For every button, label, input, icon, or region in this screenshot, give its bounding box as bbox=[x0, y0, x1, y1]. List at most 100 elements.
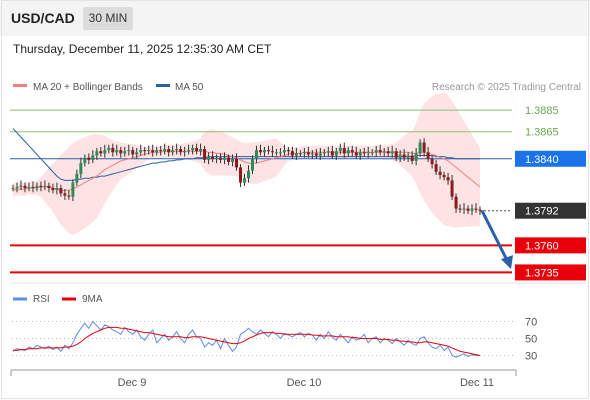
candle-body bbox=[55, 188, 59, 191]
ma50-legend-label: MA 50 bbox=[175, 82, 204, 93]
candle-body bbox=[442, 175, 446, 178]
ma50-legend-swatch bbox=[156, 84, 170, 87]
candle-body bbox=[310, 153, 314, 155]
forecast-arrow-head bbox=[501, 255, 513, 270]
candle-body bbox=[67, 195, 71, 197]
candle-body bbox=[199, 149, 203, 152]
candle-body bbox=[250, 158, 254, 171]
candle-body bbox=[195, 147, 199, 152]
candle-body bbox=[438, 171, 442, 176]
candle-body bbox=[402, 154, 406, 158]
candle-body bbox=[111, 147, 115, 153]
candle-body bbox=[187, 150, 191, 152]
candle-body bbox=[338, 147, 342, 152]
timeframe-button[interactable]: 30 MIN bbox=[83, 7, 133, 30]
candle-body bbox=[470, 208, 474, 211]
candle-body bbox=[219, 157, 223, 160]
candle-body bbox=[91, 155, 95, 160]
x-tick-label: Dec 11 bbox=[460, 377, 494, 389]
candle-body bbox=[147, 150, 151, 152]
candle-body bbox=[231, 158, 235, 163]
candle-body bbox=[258, 150, 262, 153]
candle-body bbox=[127, 150, 131, 152]
candle-body bbox=[179, 149, 183, 153]
ma20-line bbox=[12, 150, 481, 191]
candle-body bbox=[75, 173, 79, 183]
candlesticks bbox=[11, 138, 482, 216]
candle-body bbox=[71, 182, 75, 197]
candle-body bbox=[362, 152, 366, 154]
candle-body bbox=[274, 152, 278, 154]
candle-body bbox=[354, 152, 358, 156]
candle-body bbox=[418, 142, 422, 154]
forecast-arrow bbox=[480, 210, 513, 270]
ma20-legend-swatch bbox=[13, 84, 27, 87]
forecast-arrow-shaft bbox=[480, 210, 510, 263]
candle-body bbox=[87, 157, 91, 160]
candle-body bbox=[135, 152, 139, 155]
candle-body bbox=[175, 149, 179, 151]
candle-body bbox=[342, 147, 346, 154]
candle-body bbox=[414, 153, 418, 161]
rsi-level-label: 70 bbox=[525, 317, 537, 329]
candle-body bbox=[31, 186, 35, 188]
price-level-labels: 1.3885 1.3865 1.3840 1.3792 1.3760 1.3735 bbox=[515, 105, 586, 281]
chart-datetime: Thursday, December 11, 2025 12:35:30 AM … bbox=[13, 42, 272, 56]
candle-body bbox=[358, 152, 362, 156]
candle-body bbox=[298, 153, 302, 155]
candle-body bbox=[366, 152, 370, 154]
research-credit: Research © 2025 Trading Central bbox=[432, 82, 581, 93]
candle-body bbox=[123, 151, 127, 154]
candle-body bbox=[466, 208, 470, 211]
candle-body bbox=[390, 151, 394, 154]
candle-body bbox=[478, 209, 482, 211]
candle-body bbox=[59, 188, 63, 194]
candle-body bbox=[215, 157, 219, 159]
candle-body bbox=[246, 170, 250, 179]
candle-body bbox=[474, 208, 478, 210]
support-label: 1.3760 bbox=[525, 240, 559, 252]
rsi-level-label: 50 bbox=[525, 334, 537, 346]
candle-body bbox=[378, 150, 382, 153]
rsi-level-label: 30 bbox=[525, 351, 537, 363]
candle-body bbox=[254, 150, 258, 159]
candle-body bbox=[19, 185, 23, 187]
candle-body bbox=[207, 156, 211, 160]
candle-body bbox=[139, 150, 143, 153]
candle-body bbox=[382, 151, 386, 153]
candle-body bbox=[103, 150, 107, 154]
candle-body bbox=[11, 188, 15, 189]
last-price-tag bbox=[515, 202, 586, 219]
bollinger-bands bbox=[13, 92, 480, 235]
candle-body bbox=[462, 208, 466, 210]
candle-body bbox=[302, 152, 306, 154]
ma20-legend-label: MA 20 + Bollinger Bands bbox=[33, 82, 143, 93]
candle-body bbox=[107, 147, 111, 151]
candle-body bbox=[39, 185, 43, 187]
candle-body bbox=[183, 151, 187, 153]
resistance-label: 1.3885 bbox=[525, 105, 559, 117]
candle-body bbox=[282, 150, 286, 153]
candle-body bbox=[334, 151, 338, 156]
9ma-legend-label: 9MA bbox=[82, 294, 103, 305]
support-tag bbox=[515, 237, 586, 254]
rsi-legend-label: RSI bbox=[33, 294, 50, 305]
candle-body bbox=[243, 178, 247, 183]
ma50-line bbox=[12, 128, 480, 181]
candle-body bbox=[167, 149, 171, 153]
candle-body bbox=[131, 150, 135, 155]
candle-body bbox=[374, 150, 378, 153]
candle-body bbox=[454, 196, 458, 209]
candle-body bbox=[163, 149, 167, 152]
candle-body bbox=[51, 188, 55, 191]
rsi-line bbox=[12, 320, 480, 358]
candle-body bbox=[410, 155, 414, 161]
candle-body bbox=[191, 147, 195, 151]
candle-body bbox=[270, 151, 274, 153]
currency-pair: USD/CAD bbox=[11, 10, 75, 26]
candle-body bbox=[151, 150, 155, 153]
candle-body bbox=[15, 186, 19, 188]
candle-body bbox=[43, 185, 47, 187]
pivot-label: 1.3840 bbox=[525, 154, 559, 166]
rsi-lines bbox=[12, 320, 481, 358]
